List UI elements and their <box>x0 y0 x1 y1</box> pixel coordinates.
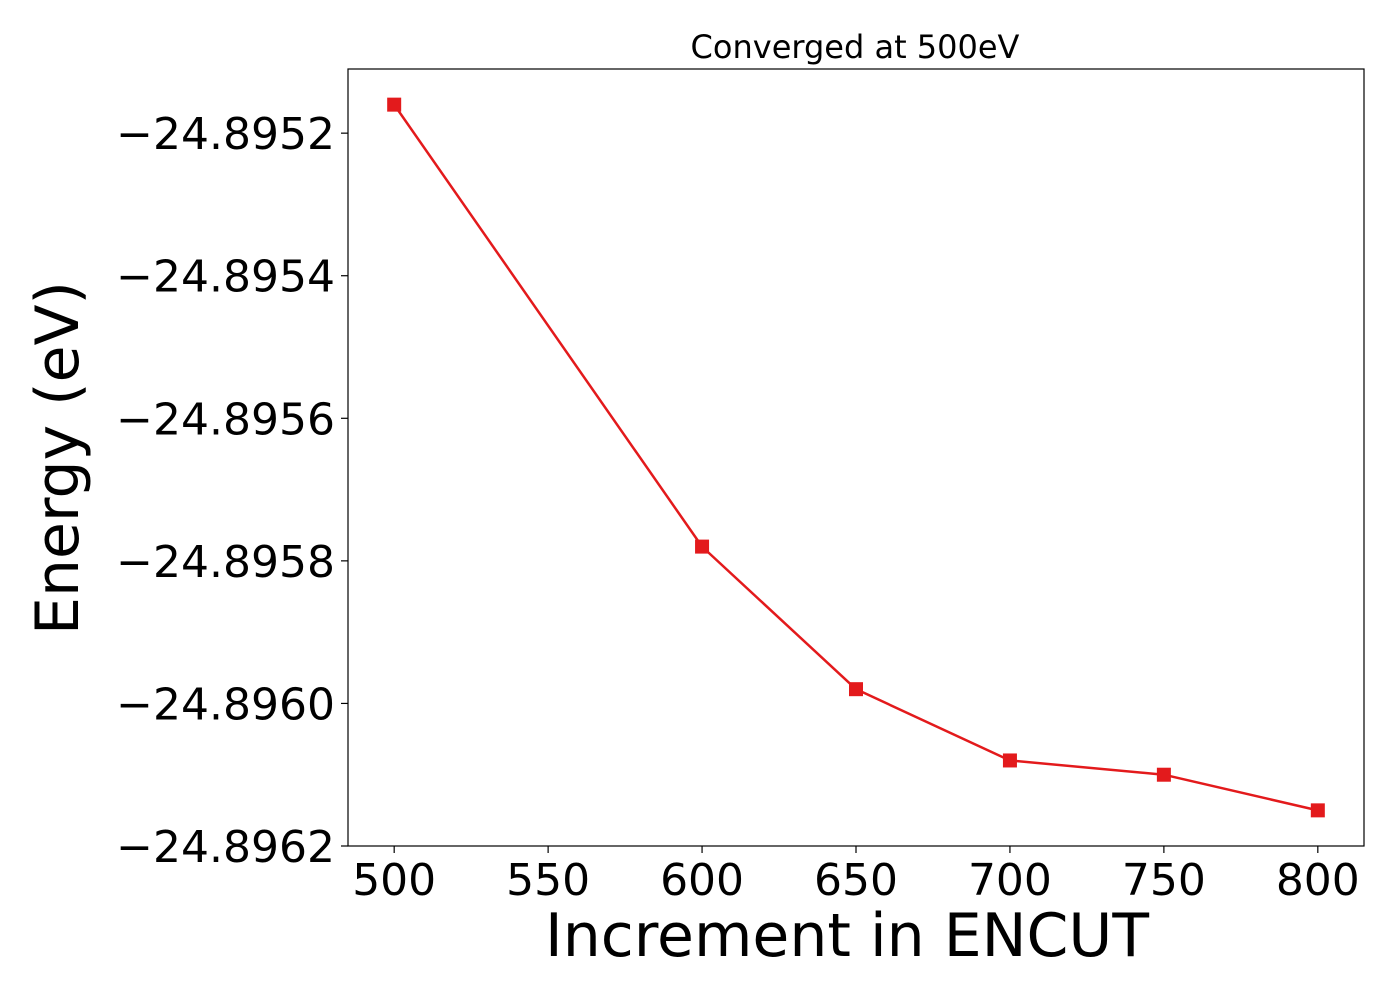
data-point-marker <box>1002 753 1017 768</box>
y-tick-label: −24.8958 <box>116 537 335 588</box>
plot-area-frame <box>347 68 1365 847</box>
y-axis-label: Energy (eV) <box>23 281 93 635</box>
x-tick-label: 800 <box>1276 855 1360 906</box>
x-tick-label: 750 <box>1122 855 1206 906</box>
series-layer <box>387 97 1325 818</box>
chart-title: Converged at 500eV <box>691 28 1020 66</box>
data-point-marker <box>849 682 863 697</box>
data-point-marker <box>1156 767 1171 782</box>
x-axis-label: Increment in ENCUT <box>545 901 1149 971</box>
y-tick-label: −24.8962 <box>116 822 335 873</box>
data-point-marker <box>387 97 402 112</box>
y-tick-label: −24.8960 <box>116 679 335 730</box>
x-tick-label: 500 <box>352 855 436 906</box>
series-line <box>393 103 1319 812</box>
data-point-marker <box>1310 803 1325 818</box>
data-point-marker <box>695 539 710 554</box>
y-tick-label: −24.8954 <box>116 252 335 303</box>
y-tick-label: −24.8952 <box>116 109 335 160</box>
y-axis-ticks: −24.8952 −24.8954 −24.8956 −24.8958 −24.8960… <box>116 109 348 873</box>
x-tick-label: 650 <box>814 855 898 906</box>
y-tick-label: −24.8956 <box>116 394 335 445</box>
x-tick-label: 600 <box>660 855 744 906</box>
x-axis-ticks: 500 550 600 650 700 750 800 <box>352 846 1360 906</box>
x-tick-label: 550 <box>506 855 590 906</box>
x-tick-label: 700 <box>968 855 1052 906</box>
